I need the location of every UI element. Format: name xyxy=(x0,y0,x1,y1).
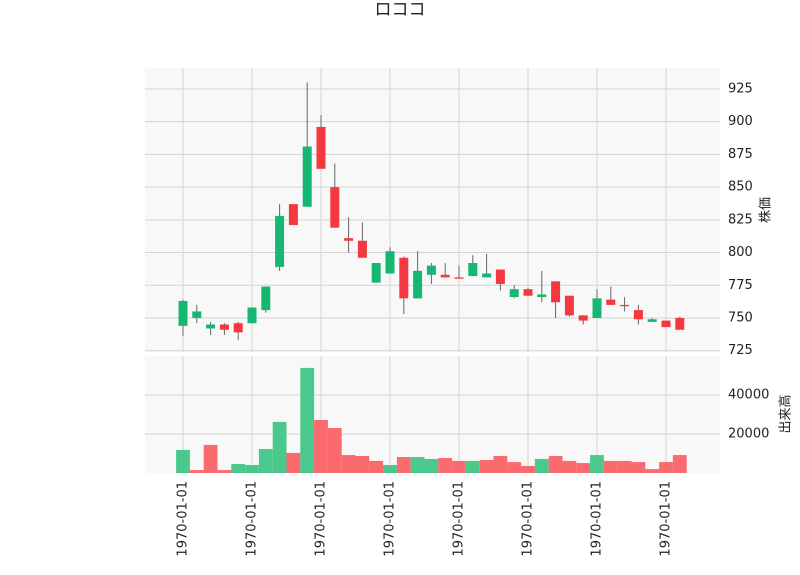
x-tick-label: 1970-01-01 xyxy=(383,481,398,557)
volume-bar xyxy=(341,455,356,473)
x-tick-label: 1970-01-01 xyxy=(590,481,605,557)
y-tick-label: 900 xyxy=(728,114,753,129)
candle-body xyxy=(247,307,257,324)
volume-bar xyxy=(369,460,384,473)
candle-body xyxy=(675,317,685,330)
volume-bar xyxy=(493,456,508,473)
candle-body xyxy=(192,311,202,318)
candle-body xyxy=(440,274,450,278)
candle-body xyxy=(316,126,326,169)
volume-bar xyxy=(314,419,328,473)
y-axis-title: 株価 xyxy=(759,197,774,223)
volume-bar xyxy=(465,460,480,473)
x-tick-label: 1970-01-01 xyxy=(314,481,329,557)
volume-bar xyxy=(355,456,370,473)
candle-body xyxy=(509,289,519,298)
volume-bar xyxy=(534,458,549,473)
volume-bar xyxy=(452,460,466,473)
candle-body xyxy=(578,315,588,321)
candle-body xyxy=(233,323,243,333)
candle-body xyxy=(206,324,216,329)
candle-body xyxy=(482,273,492,278)
y-tick-label: 40000 xyxy=(728,388,769,403)
volume-bar xyxy=(245,465,259,473)
volume-bar xyxy=(479,459,494,473)
candle-body xyxy=(633,310,643,320)
candle-body xyxy=(275,215,285,267)
volume-bar xyxy=(672,455,687,473)
chart-title: ロココ xyxy=(375,0,426,20)
candle-body xyxy=(620,304,630,307)
y-tick-label: 925 xyxy=(728,81,753,96)
candle-body xyxy=(371,263,381,283)
volume-bar xyxy=(300,367,315,473)
candle-body xyxy=(592,298,602,318)
candle-body xyxy=(426,265,436,275)
volume-bar xyxy=(424,458,439,473)
volume-bar xyxy=(617,460,632,473)
volume-bar xyxy=(576,463,591,473)
candle-body xyxy=(178,300,188,326)
volume-panel xyxy=(145,356,720,473)
volume-bar xyxy=(603,460,618,473)
volume-bar xyxy=(272,421,287,473)
candle-body xyxy=(551,281,561,303)
y-tick-label: 875 xyxy=(728,147,753,162)
x-tick-label: 1970-01-01 xyxy=(176,481,191,557)
y-tick-label: 825 xyxy=(728,212,753,227)
candle-body xyxy=(606,299,616,305)
candle-body xyxy=(357,240,367,258)
candle-body xyxy=(564,295,574,316)
candle-body xyxy=(288,204,298,226)
volume-bar xyxy=(176,449,190,473)
volume-bar xyxy=(203,444,218,473)
candle-body xyxy=(495,269,505,284)
volume-bar xyxy=(507,462,522,473)
candle-body xyxy=(330,187,340,228)
y-axis-title: 出来高 xyxy=(778,394,794,433)
candle-body xyxy=(523,289,533,296)
candle-body xyxy=(219,324,229,330)
y-tick-label: 725 xyxy=(728,343,753,358)
y-tick-label: 750 xyxy=(728,310,753,325)
volume-bar xyxy=(590,455,604,473)
candle-body xyxy=(261,286,271,311)
volume-bar xyxy=(258,449,273,473)
y-tick-label: 800 xyxy=(728,245,753,260)
volume-bar xyxy=(383,465,397,473)
volume-bar xyxy=(189,470,204,473)
price-panel xyxy=(145,68,720,352)
volume-bar xyxy=(396,457,411,473)
candle-body xyxy=(468,263,478,277)
volume-bar xyxy=(438,457,453,473)
candle-body xyxy=(344,238,354,241)
volume-bar xyxy=(645,469,660,473)
x-tick-label: 1970-01-01 xyxy=(521,481,536,557)
volume-bar xyxy=(521,465,535,473)
y-tick-label: 850 xyxy=(728,180,753,195)
candle-body xyxy=(661,320,671,328)
x-tick-label: 1970-01-01 xyxy=(452,481,467,557)
x-tick-label: 1970-01-01 xyxy=(245,481,260,557)
x-tick-label: 1970-01-01 xyxy=(659,481,674,557)
volume-bar xyxy=(548,456,563,473)
candle-body xyxy=(537,294,547,298)
candle-body xyxy=(385,251,395,274)
candle-body xyxy=(413,270,423,299)
candle-body xyxy=(454,277,464,279)
volume-bar xyxy=(631,462,646,473)
candle-body xyxy=(302,146,312,207)
volume-bar xyxy=(327,427,342,473)
candle-body xyxy=(647,319,657,322)
volume-bar xyxy=(562,460,577,473)
volume-bar xyxy=(659,462,673,473)
candle-body xyxy=(399,257,409,299)
y-tick-label: 20000 xyxy=(728,427,769,442)
volume-bar xyxy=(410,457,425,473)
volume-bar xyxy=(231,464,246,473)
y-tick-label: 775 xyxy=(728,278,753,293)
volume-bar xyxy=(217,470,232,473)
volume-bar xyxy=(286,452,301,473)
